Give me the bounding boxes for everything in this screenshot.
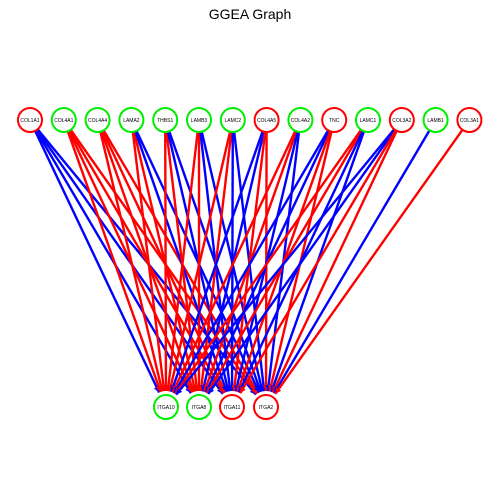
node-label: LAMB3 <box>191 118 208 124</box>
node-label: ITGA11 <box>224 405 241 411</box>
node-lamc1: LAMC1 <box>355 107 381 133</box>
node-circle <box>253 394 279 420</box>
edge-col4a4-to-itga10 <box>99 131 164 392</box>
node-label: LAMB1 <box>427 118 444 124</box>
node-label: LAMC2 <box>224 118 241 124</box>
node-label: LAMC1 <box>360 118 377 124</box>
edge-layer <box>34 128 464 396</box>
edge-lamc2-to-itga10 <box>168 131 232 392</box>
node-lamc2: LAMC2 <box>219 107 246 133</box>
node-lama2: LAMA2 <box>118 107 145 133</box>
node-label: COL4A1 <box>54 118 73 124</box>
node-itga10: ITGA10 <box>153 394 179 420</box>
edge-col4a1-to-itga10 <box>66 130 162 393</box>
node-col1a1: COL1A1 <box>17 107 43 133</box>
node-label: COL4A5 <box>257 118 276 124</box>
edge-thbs1-to-itga10 <box>162 131 169 392</box>
node-label: ITGA10 <box>157 405 174 411</box>
edge-col4a2-to-itga10 <box>171 130 297 394</box>
node-label: COL1A1 <box>20 118 39 124</box>
node-col4a4: COL4A4 <box>84 107 111 133</box>
edge-col1a1-to-itga10 <box>34 130 161 394</box>
edge-lamb3-to-itga10 <box>165 131 199 392</box>
node-circle <box>219 107 246 133</box>
node-label: COL4A4 <box>88 118 107 124</box>
node-circle <box>84 107 111 133</box>
node-circle <box>186 107 212 133</box>
graph-title: GGEA Graph <box>208 6 292 22</box>
node-thbs1: THBS1 <box>152 107 179 133</box>
node-label: LAMA2 <box>123 118 140 124</box>
node-itga11: ITGA11 <box>219 394 245 420</box>
node-lamb3: LAMB3 <box>186 107 212 133</box>
node-circle <box>321 107 348 133</box>
edge-col3a2-to-itga10 <box>175 128 396 396</box>
edge-lamb1-to-itga2 <box>273 129 431 394</box>
node-circle <box>186 394 212 420</box>
node-col4a1: COL4A1 <box>50 107 77 133</box>
node-col3a2: COL3A2 <box>388 107 415 133</box>
node-label: TNC <box>329 118 340 124</box>
node-circle <box>152 107 179 133</box>
edge-lama2-to-itga10 <box>131 131 167 392</box>
node-circle <box>153 394 179 420</box>
edge-col3a2-to-itga2 <box>271 130 398 394</box>
node-circle <box>422 107 449 133</box>
edge-col3a2-to-itga11 <box>239 129 397 394</box>
node-col4a5: COL4A5 <box>253 107 280 133</box>
node-layer: COL1A1 COL4A1 COL4A4 LAMA2 THBS1 LAMB3 LAMC2 CO… <box>17 107 483 420</box>
node-itga2: ITGA2 <box>253 394 279 420</box>
edge-col3a1-to-itga2 <box>274 129 464 395</box>
edge-col3a2-to-itga8 <box>207 129 396 395</box>
node-circle <box>388 107 415 133</box>
node-col4a2: COL4A2 <box>287 107 314 133</box>
node-circle <box>17 107 43 133</box>
node-circle <box>253 107 280 133</box>
node-circle <box>50 107 77 133</box>
node-lamb1: LAMB1 <box>422 107 449 133</box>
node-label: COL3A1 <box>460 118 479 124</box>
edge-lamc1-to-itga10 <box>174 129 363 395</box>
node-tnc: TNC <box>321 107 348 133</box>
node-label: ITGA8 <box>192 405 207 411</box>
node-circle <box>456 107 483 133</box>
node-label: THBS1 <box>157 118 173 124</box>
node-label: ITGA2 <box>259 405 274 411</box>
node-circle <box>118 107 145 133</box>
node-circle <box>287 107 314 133</box>
node-label: COL4A2 <box>291 118 310 124</box>
edge-tnc-to-itga10 <box>173 129 330 394</box>
node-circle <box>355 107 381 133</box>
edge-col4a5-to-itga10 <box>170 130 264 393</box>
node-label: COL3A2 <box>392 118 411 124</box>
node-circle <box>219 394 245 420</box>
node-col3a1: COL3A1 <box>456 107 483 133</box>
node-itga8: ITGA8 <box>186 394 212 420</box>
